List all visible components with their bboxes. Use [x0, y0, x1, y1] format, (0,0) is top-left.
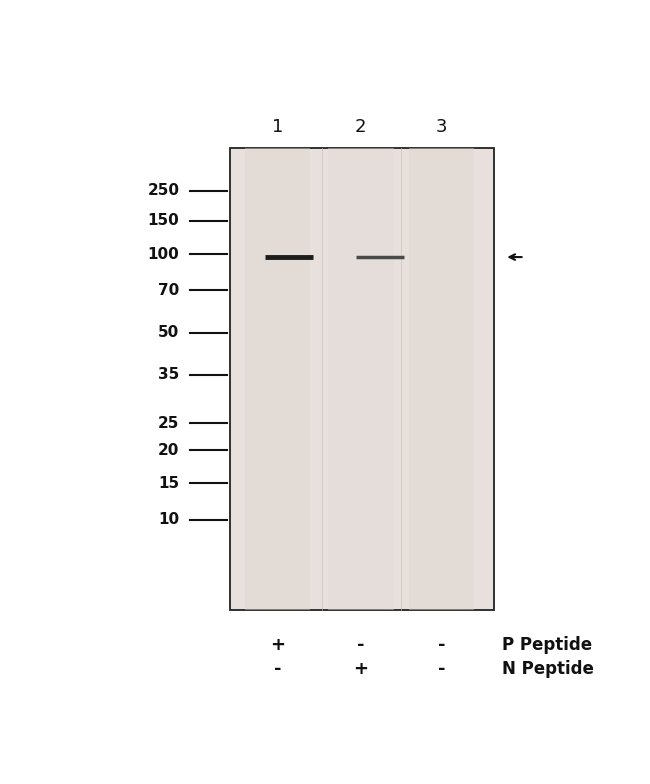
Text: 25: 25 [158, 416, 179, 430]
Text: -: - [437, 636, 445, 654]
Text: -: - [274, 660, 281, 678]
Text: -: - [437, 660, 445, 678]
Text: +: + [354, 660, 369, 678]
Bar [328, 148, 394, 610]
Text: 10: 10 [159, 512, 179, 527]
Text: +: + [270, 636, 285, 654]
Text: 50: 50 [158, 325, 179, 340]
Bar [409, 148, 474, 610]
Text: 2: 2 [355, 118, 367, 136]
Text: 15: 15 [159, 476, 179, 491]
Text: 35: 35 [158, 367, 179, 383]
Text: 250: 250 [148, 183, 179, 198]
Text: 150: 150 [148, 213, 179, 228]
Text: 20: 20 [158, 443, 179, 458]
Text: 70: 70 [158, 283, 179, 298]
Text: 1: 1 [272, 118, 283, 136]
Text: 100: 100 [148, 246, 179, 262]
Text: 3: 3 [436, 118, 447, 136]
Bar [230, 148, 494, 610]
Bar [245, 148, 311, 610]
Text: N Peptide: N Peptide [502, 660, 593, 678]
Text: -: - [357, 636, 365, 654]
Text: P Peptide: P Peptide [502, 636, 592, 654]
